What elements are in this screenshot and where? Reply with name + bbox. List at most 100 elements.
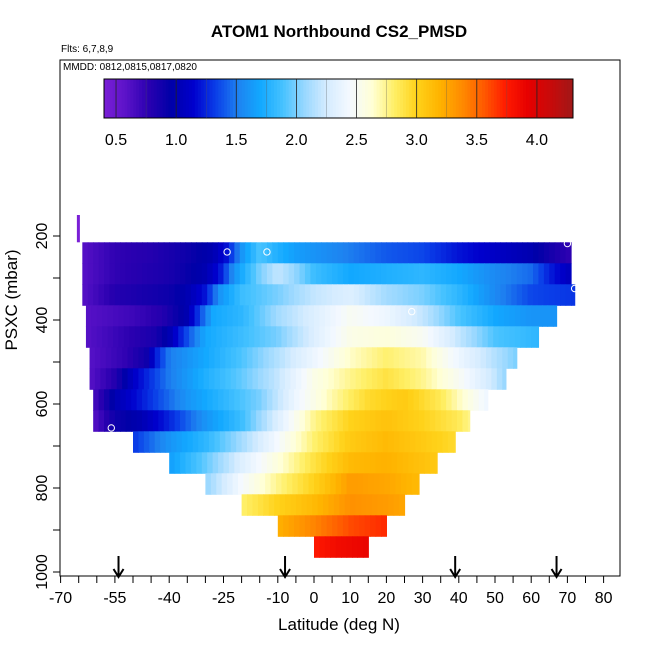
heatmap-cell <box>109 284 116 306</box>
heatmap-cell <box>236 347 243 369</box>
heatmap-cell <box>337 410 344 432</box>
heatmap-cell <box>395 305 402 327</box>
heatmap-cell <box>91 326 98 348</box>
heatmap-cell <box>451 284 458 306</box>
heatmap-cell <box>453 431 456 453</box>
heatmap-cell <box>281 326 288 348</box>
heatmap-cell <box>174 242 181 264</box>
heatmap-cell <box>232 305 239 327</box>
heatmap-cell <box>332 284 339 306</box>
heatmap-cell <box>82 284 89 306</box>
colorbar-cell <box>209 79 213 118</box>
colorbar-cell <box>320 79 325 118</box>
heatmap-cell <box>393 494 400 516</box>
heatmap-cell <box>261 242 268 264</box>
flight-arrow <box>112 556 125 579</box>
heatmap-cell <box>507 347 514 369</box>
colorbar-cell <box>197 79 202 118</box>
heatmap-cell <box>456 263 464 285</box>
heatmap-cell <box>505 263 512 285</box>
colorbar-cell <box>180 79 184 118</box>
colorbar-cell <box>452 79 457 118</box>
heatmap-cell <box>152 389 159 411</box>
colorbar-cell <box>353 79 357 118</box>
heatmap-cell <box>263 494 270 516</box>
colorbar-cell <box>517 79 521 118</box>
heatmap-cell <box>543 284 550 306</box>
heatmap-cell <box>241 347 248 369</box>
heatmap-cell <box>201 452 208 474</box>
heatmap-cell <box>397 263 404 285</box>
heatmap-cell <box>228 389 235 411</box>
heatmap-cell <box>285 494 292 516</box>
heatmap-cell <box>429 242 436 264</box>
heatmap-cell <box>185 410 192 432</box>
heatmap-cell <box>158 242 165 264</box>
heatmap-cell <box>257 431 264 453</box>
heatmap-cell <box>353 284 360 306</box>
heatmap-cell <box>426 368 433 390</box>
heatmap-cell <box>484 263 491 285</box>
heatmap-cell <box>337 515 344 537</box>
heatmap-cell <box>353 242 360 264</box>
y-tick-label: 800 <box>34 475 51 502</box>
heatmap-cell <box>192 347 199 369</box>
heatmap-cell <box>120 284 127 306</box>
heatmap-cell <box>437 368 444 390</box>
heatmap-cell <box>272 389 279 411</box>
heatmap-cell <box>380 284 387 306</box>
heatmap-cell <box>364 410 371 432</box>
heatmap-cell <box>171 347 178 369</box>
heatmap-cell <box>350 347 357 369</box>
colorbar-cell <box>156 79 161 118</box>
heatmap-cell <box>484 389 489 411</box>
heatmap-cell <box>413 263 420 285</box>
heatmap-cell <box>402 284 409 306</box>
x-axis-label: Latitude (deg N) <box>278 615 400 634</box>
heatmap-cell <box>98 263 105 285</box>
heatmap-cell <box>111 368 118 390</box>
colorbar-cell <box>549 79 553 118</box>
heatmap-cell <box>399 368 406 390</box>
heatmap-cell <box>536 305 543 327</box>
colorbar-cell <box>338 79 342 118</box>
heatmap-cell <box>337 389 344 411</box>
heatmap-cell <box>357 473 364 495</box>
heatmap-cell <box>304 410 311 432</box>
heatmap-cell <box>522 284 529 306</box>
heatmap-cell <box>261 263 268 285</box>
heatmap-cell <box>379 305 386 327</box>
heatmap-cell <box>337 284 344 306</box>
colorbar-cell <box>159 79 164 118</box>
heatmap-cell <box>283 452 290 474</box>
heatmap-cell <box>199 305 206 327</box>
heatmap-cell <box>93 284 100 306</box>
heatmap-cell <box>219 368 226 390</box>
heatmap-cell <box>176 431 183 453</box>
heatmap-cell <box>214 368 221 390</box>
heatmap-cell <box>315 515 322 537</box>
heatmap-cell <box>308 473 315 495</box>
heatmap-cell <box>277 515 284 537</box>
heatmap-cell <box>149 368 156 390</box>
x-tick-label: -40 <box>158 590 181 607</box>
heatmap-cell <box>417 326 424 348</box>
heatmap-cell <box>402 410 409 432</box>
heatmap-cell <box>114 242 121 264</box>
heatmap-cell <box>87 263 94 285</box>
heatmap-cell <box>275 305 283 327</box>
heatmap-cell <box>344 368 351 390</box>
heatmap-cell <box>209 431 216 453</box>
colorbar-cell <box>235 79 240 118</box>
heatmap-cell <box>355 368 362 390</box>
colorbar-cell <box>133 79 137 118</box>
heatmap-cell <box>348 452 355 474</box>
colorbar-cell <box>329 79 334 118</box>
heatmap-cell <box>225 368 232 390</box>
heatmap-cell <box>248 473 255 495</box>
heatmap-cell <box>402 452 409 474</box>
colorbar-cell <box>405 79 410 118</box>
heatmap-cell <box>337 452 344 474</box>
heatmap-cell <box>380 242 387 264</box>
heatmap-cell <box>310 515 317 537</box>
